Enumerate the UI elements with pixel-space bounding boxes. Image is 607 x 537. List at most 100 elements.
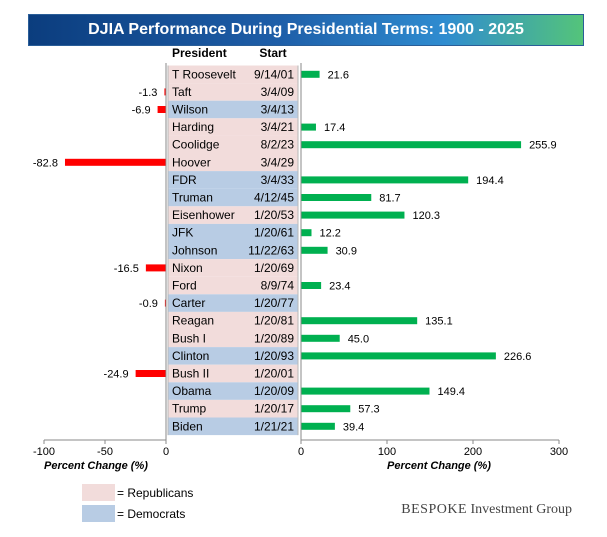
president-start-date: 4/12/45	[254, 191, 294, 205]
legend-label-democrats: = Democrats	[117, 506, 186, 521]
bar-negative	[64, 158, 166, 166]
data-label: -24.9	[104, 369, 129, 381]
bar-negative	[135, 370, 166, 377]
table-row-bg	[168, 382, 298, 400]
president-start-date: 9/14/01	[254, 67, 294, 81]
president-name: Reagan	[172, 314, 214, 328]
president-name: FDR	[172, 173, 197, 187]
president-start-date: 1/20/93	[254, 349, 294, 363]
bar-positive	[301, 211, 405, 219]
president-name: Bush I	[172, 331, 206, 345]
table-row-bg	[168, 65, 298, 84]
table-row-bg	[168, 118, 298, 136]
bar-positive	[301, 422, 335, 430]
president-start-date: 3/4/21	[261, 120, 295, 134]
bar-positive	[301, 405, 351, 413]
president-start-date: 11/22/63	[248, 243, 294, 257]
president-name: Ford	[172, 279, 197, 293]
data-label: 21.6	[328, 69, 349, 81]
president-start-date: 3/4/33	[261, 173, 295, 187]
president-start-date: 8/9/74	[261, 279, 295, 293]
bar-positive	[301, 334, 340, 342]
president-name: Obama	[172, 384, 212, 398]
table-row-bg	[168, 399, 298, 418]
president-start-date: 1/20/17	[254, 402, 294, 416]
table-row-bg	[168, 311, 298, 330]
president-start-date: 3/4/29	[261, 155, 295, 169]
table-row-bg	[168, 417, 298, 436]
president-name: Nixon	[172, 261, 203, 275]
president-name: Taft	[172, 85, 192, 99]
table-row-bg	[168, 206, 298, 224]
legend-item-republicans: = Republicans	[82, 483, 193, 502]
positive-axis-tick-label: 0	[298, 446, 304, 458]
bar-positive	[301, 317, 418, 325]
president-name: Wilson	[172, 103, 208, 117]
positive-axis-tick-label: 300	[550, 446, 568, 458]
data-label: 17.4	[324, 122, 345, 134]
president-name: T Roosevelt	[172, 67, 236, 81]
president-name: Biden	[172, 419, 203, 433]
president-name: Johnson	[172, 243, 217, 257]
president-start-date: 1/20/69	[254, 261, 294, 275]
president-start-date: 1/20/01	[254, 367, 294, 381]
column-header-start: Start	[259, 46, 286, 60]
table-row-bg	[168, 329, 298, 348]
left-axis-title: Percent Change (%)	[44, 460, 148, 472]
president-start-date: 3/4/13	[261, 103, 295, 117]
legend-label-republicans: = Republicans	[117, 485, 194, 500]
data-label: 149.4	[437, 386, 465, 398]
table-row-bg	[168, 276, 298, 295]
bar-positive	[301, 176, 469, 184]
bar-negative	[164, 299, 166, 307]
bar-negative	[145, 264, 166, 272]
data-label: -1.3	[138, 87, 157, 99]
data-label: -6.9	[132, 105, 151, 117]
table-row-bg	[168, 347, 298, 365]
negative-axis-tick-label: 0	[163, 446, 169, 458]
president-start-date: 1/20/89	[254, 331, 294, 345]
chart-title-bar: DJIA Performance During Presidential Ter…	[28, 14, 584, 46]
watermark-rest: Investment Group	[467, 502, 572, 517]
president-name: Truman	[172, 191, 213, 205]
bar-positive	[301, 229, 312, 237]
bar-positive	[301, 387, 430, 395]
table-row-bg	[168, 223, 298, 242]
table-row-bg	[168, 83, 298, 101]
legend: = Republicans = Democrats	[82, 483, 193, 525]
negative-axis-tick-label: -100	[33, 446, 55, 458]
source-watermark: BESPOKE Investment Group	[401, 502, 572, 518]
bar-positive	[301, 141, 522, 149]
president-name: Harding	[172, 120, 214, 134]
table-row-bg	[168, 171, 298, 189]
president-start-date: 1/20/81	[254, 314, 294, 328]
president-name: Hoover	[172, 155, 211, 169]
president-start-date: 1/20/53	[254, 208, 294, 222]
president-start-date: 3/4/09	[261, 85, 295, 99]
data-label: 12.2	[319, 228, 340, 240]
data-label: 81.7	[379, 193, 400, 205]
president-name: Trump	[172, 402, 207, 416]
table-row-bg	[168, 241, 298, 260]
president-start-date: 1/20/09	[254, 384, 294, 398]
president-name: Bush II	[172, 367, 209, 381]
table-row-bg	[168, 153, 298, 172]
president-name: Eisenhower	[172, 208, 235, 222]
data-label: 255.9	[529, 140, 557, 152]
president-name: Coolidge	[172, 138, 220, 152]
legend-item-democrats: = Democrats	[82, 504, 193, 523]
data-label: -0.9	[139, 298, 158, 310]
table-row-bg	[168, 100, 298, 119]
data-label: 135.1	[425, 316, 453, 328]
bar-positive	[301, 352, 496, 360]
president-name: Clinton	[172, 349, 209, 363]
bar-positive	[301, 123, 316, 131]
president-start-date: 1/21/21	[254, 419, 294, 433]
table-row-bg	[168, 259, 298, 277]
president-start-date: 1/20/77	[254, 296, 294, 310]
right-axis-title: Percent Change (%)	[387, 460, 491, 472]
table-row-bg	[168, 294, 298, 312]
legend-swatch-republicans	[82, 484, 115, 501]
